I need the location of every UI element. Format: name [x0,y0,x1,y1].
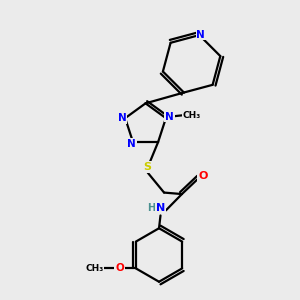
Text: H: H [147,203,155,213]
Text: CH₃: CH₃ [85,264,103,273]
Text: S: S [144,162,152,172]
Text: N: N [196,29,205,40]
Text: CH₃: CH₃ [183,111,201,120]
Text: N: N [118,113,127,123]
Text: N: N [156,203,165,213]
Text: O: O [115,263,124,273]
Text: O: O [198,171,207,181]
Text: N: N [165,112,174,122]
Text: N: N [127,139,136,148]
